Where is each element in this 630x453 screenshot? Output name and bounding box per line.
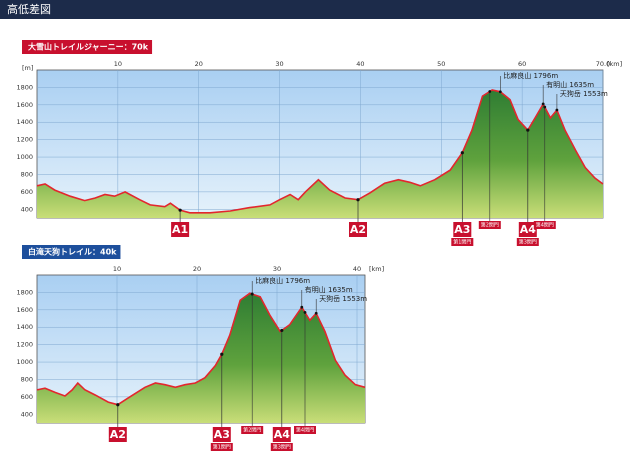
aid-dot bbox=[526, 128, 530, 132]
x-tick-label: 60 bbox=[518, 60, 526, 68]
checkpoint-label: 第1関門 bbox=[213, 444, 231, 451]
elevation-line bbox=[36, 89, 604, 214]
y-tick-label: 1200 bbox=[16, 341, 33, 349]
aid-label: A1 bbox=[172, 223, 188, 236]
aid-box bbox=[171, 222, 190, 237]
checkpoint-box bbox=[270, 443, 293, 451]
aid-label: A3 bbox=[454, 223, 470, 236]
checkpoint-label: 第2関門 bbox=[481, 222, 499, 229]
y-tick-label: 400 bbox=[21, 205, 33, 213]
y-tick-label: 800 bbox=[21, 170, 33, 178]
aid-dot bbox=[356, 198, 360, 202]
aid-box bbox=[518, 222, 537, 237]
y-unit: [m] bbox=[22, 64, 33, 72]
aid-box bbox=[108, 427, 127, 442]
aid-dot bbox=[460, 151, 464, 155]
chart-title-box bbox=[22, 40, 153, 54]
aid-label: A4 bbox=[520, 223, 537, 236]
x-tick-label: 30 bbox=[273, 265, 281, 273]
aid-box bbox=[453, 222, 472, 237]
checkpoint-label: 第4関門 bbox=[296, 427, 314, 434]
aid-box bbox=[212, 427, 231, 442]
checkpoint-box bbox=[294, 426, 316, 434]
y-tick-label: 600 bbox=[21, 393, 33, 401]
y-tick-label: 1000 bbox=[16, 358, 33, 366]
checkpoint-box bbox=[478, 221, 501, 229]
peak-dot bbox=[498, 90, 502, 94]
peak-dot bbox=[541, 102, 545, 106]
peak-label: 有明山 1635m bbox=[546, 80, 594, 89]
checkpoint-label: 第3関門 bbox=[273, 444, 291, 451]
x-tick-label: 70.0 bbox=[596, 60, 610, 68]
aid-label: A2 bbox=[350, 223, 366, 236]
checkpoint-box bbox=[533, 221, 556, 229]
y-tick-label: 1000 bbox=[16, 153, 33, 161]
x-unit: [km] bbox=[607, 60, 622, 68]
x-tick-label: 50 bbox=[437, 60, 445, 68]
aid-dot bbox=[178, 208, 182, 212]
checkpoint-dot bbox=[543, 105, 547, 109]
checkpoint-box bbox=[516, 238, 539, 246]
chart-title-box bbox=[22, 245, 121, 259]
y-tick-label: 400 bbox=[21, 410, 33, 418]
header-title: 高低差図 bbox=[7, 2, 51, 16]
checkpoint-label: 第2関門 bbox=[243, 427, 261, 434]
elevation-line bbox=[36, 292, 366, 406]
checkpoint-dot bbox=[303, 311, 307, 314]
aid-label: A3 bbox=[214, 428, 230, 441]
aid-dot bbox=[220, 352, 224, 356]
checkpoint-dot bbox=[488, 90, 492, 93]
y-tick-label: 1400 bbox=[16, 118, 33, 126]
aid-dot bbox=[116, 403, 120, 407]
aid-dot bbox=[280, 328, 284, 333]
y-tick-label: 800 bbox=[21, 375, 33, 383]
x-tick-label: 10 bbox=[113, 265, 121, 273]
checkpoint-box bbox=[241, 426, 264, 434]
aid-label: A2 bbox=[110, 428, 126, 441]
y-tick-label: 1400 bbox=[16, 323, 33, 331]
peak-label: 有明山 1635m bbox=[305, 285, 353, 294]
elevation-area bbox=[37, 90, 603, 218]
aid-box bbox=[349, 222, 368, 237]
peak-dot bbox=[250, 292, 254, 296]
x-unit: [km] bbox=[369, 265, 384, 273]
checkpoint-label: 第3関門 bbox=[519, 239, 537, 246]
x-tick-label: 30 bbox=[275, 60, 283, 68]
y-tick-label: 1600 bbox=[16, 306, 33, 314]
x-tick-label: 40 bbox=[356, 60, 364, 68]
aid-box bbox=[272, 427, 291, 442]
peak-label: 比麻良山 1796m bbox=[503, 71, 558, 80]
y-tick-label: 600 bbox=[21, 188, 33, 196]
checkpoint-label: 第4関門 bbox=[536, 222, 554, 229]
elevation-area bbox=[37, 293, 365, 423]
checkpoint-box bbox=[451, 238, 474, 246]
x-tick-label: 40 bbox=[353, 265, 361, 273]
y-tick-label: 1200 bbox=[16, 136, 33, 144]
checkpoint-box bbox=[210, 443, 233, 451]
y-tick-label: 1600 bbox=[16, 101, 33, 109]
x-tick-label: 10 bbox=[114, 60, 122, 68]
chart-title: 白滝天狗トレイル：40k bbox=[28, 247, 117, 257]
peak-dot bbox=[314, 311, 318, 315]
x-tick-label: 20 bbox=[195, 60, 203, 68]
peak-dot bbox=[555, 108, 559, 112]
peak-label: 比麻良山 1796m bbox=[255, 276, 310, 285]
aid-label: A4 bbox=[274, 428, 291, 441]
chart-title: 大雪山トレイルジャーニー：70k bbox=[28, 42, 149, 52]
header-bar bbox=[0, 0, 630, 19]
peak-label: 天狗岳 1553m bbox=[319, 294, 367, 303]
y-tick-label: 1800 bbox=[16, 83, 33, 91]
x-tick-label: 20 bbox=[193, 265, 201, 273]
checkpoint-label: 第1関門 bbox=[453, 239, 471, 246]
y-tick-label: 1800 bbox=[16, 288, 33, 296]
peak-label: 天狗岳 1553m bbox=[560, 89, 608, 98]
peak-dot bbox=[300, 305, 304, 309]
